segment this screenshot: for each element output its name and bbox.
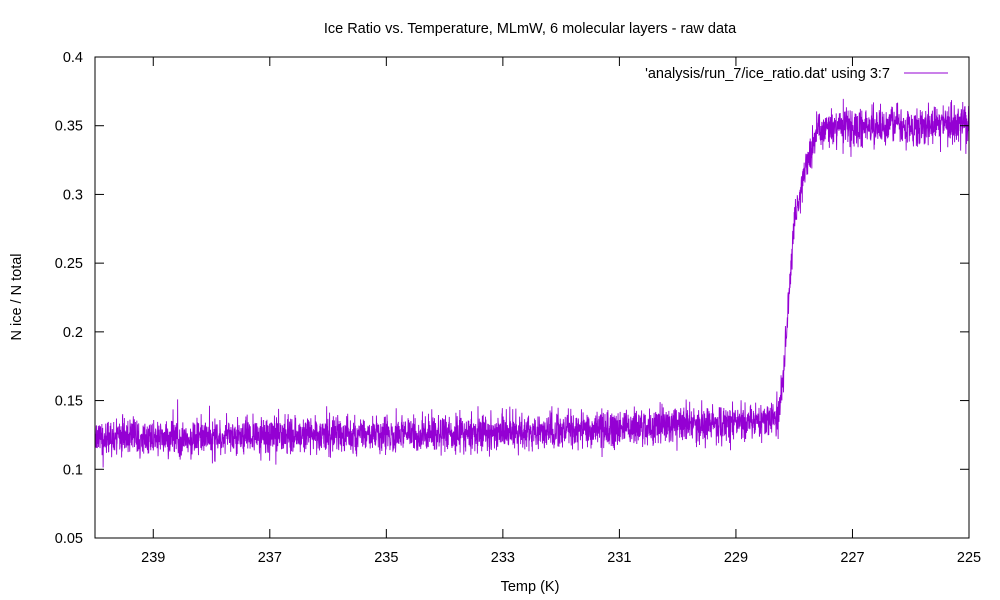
y-tick-label: 0.35 bbox=[55, 119, 83, 135]
x-tick-label: 225 bbox=[957, 550, 981, 566]
x-axis: 239 237 235 233 231 229 227 225 bbox=[141, 57, 981, 566]
chart-title: Ice Ratio vs. Temperature, MLmW, 6 molec… bbox=[324, 21, 737, 37]
x-tick-label: 239 bbox=[141, 550, 165, 566]
y-tick-label: 0.2 bbox=[63, 325, 83, 341]
y-tick-label: 0.4 bbox=[63, 50, 83, 66]
x-tick-label: 233 bbox=[491, 550, 515, 566]
y-tick-label: 0.15 bbox=[55, 394, 83, 410]
plot-area bbox=[94, 98, 970, 468]
x-tick-label: 231 bbox=[607, 550, 631, 566]
legend-label: 'analysis/run_7/ice_ratio.dat' using 3:7 bbox=[645, 66, 890, 82]
series-line bbox=[94, 98, 970, 468]
x-tick-label: 227 bbox=[840, 550, 864, 566]
y-tick-label: 0.1 bbox=[63, 462, 83, 478]
y-tick-label: 0.05 bbox=[55, 531, 83, 547]
x-tick-label: 229 bbox=[724, 550, 748, 566]
y-tick-label: 0.25 bbox=[55, 256, 83, 272]
y-axis-label: N ice / N total bbox=[9, 253, 25, 340]
x-tick-label: 235 bbox=[374, 550, 398, 566]
y-tick-label: 0.3 bbox=[63, 187, 83, 203]
plot-frame bbox=[94, 56, 970, 539]
x-tick-label: 237 bbox=[258, 550, 282, 566]
y-axis: 0.05 0.1 0.15 0.2 0.25 0.3 0.35 0.4 bbox=[55, 50, 969, 547]
x-axis-label: Temp (K) bbox=[501, 579, 560, 595]
legend: 'analysis/run_7/ice_ratio.dat' using 3:7 bbox=[645, 66, 948, 82]
